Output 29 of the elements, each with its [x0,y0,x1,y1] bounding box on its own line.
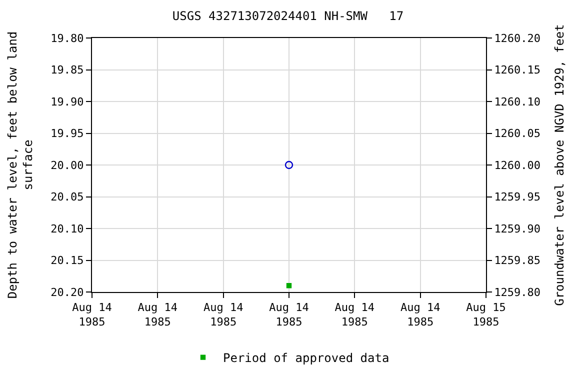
x-tick-label: Aug 14 1985 [334,301,375,328]
x-tick-label: Aug 14 1985 [138,301,178,328]
y-tick-label: 20.05 [50,190,84,204]
chart-title: USGS 432713072024401 NH-SMW 17 [172,8,404,23]
y-tick-label: 20.00 [50,158,84,172]
y-tick-label: 20.10 [50,222,84,236]
y2-axis-title: Groundwater level above NGVD 1929, feet [552,24,566,306]
y-tick-label: 20.15 [50,254,84,268]
legend-label: Period of approved data [223,350,390,365]
x-tick-label: Aug 14 1985 [203,301,244,328]
y2-tick-label: 1260.10 [494,95,541,108]
y-tick-label: 20.20 [50,286,84,299]
x-tick-label: Aug 14 1985 [72,301,112,328]
y2-tick-label: 1259.85 [494,254,541,268]
y2-tick-label: 1260.20 [494,32,541,45]
y2-tick-label: 1260.05 [494,127,541,140]
y2-tick-label: 1259.95 [494,190,541,204]
y-tick-label: 19.95 [50,127,84,140]
x-tick-label: Aug 14 1985 [400,301,441,328]
y2-tick-label: 1259.80 [494,286,541,299]
y2-tick-label: 1260.15 [494,64,541,77]
y-tick-label: 19.80 [50,32,84,45]
x-tick-label: Aug 15 1985 [466,301,506,328]
y-axis-title: Depth to water level, feet below land surface [5,31,35,299]
y2-tick-label: 1259.90 [494,222,541,236]
x-tick-label: Aug 14 1985 [269,301,310,328]
y-tick-label: 19.85 [50,64,84,77]
y2-tick-label: 1260.00 [494,158,541,172]
y-tick-label: 19.90 [50,95,84,108]
